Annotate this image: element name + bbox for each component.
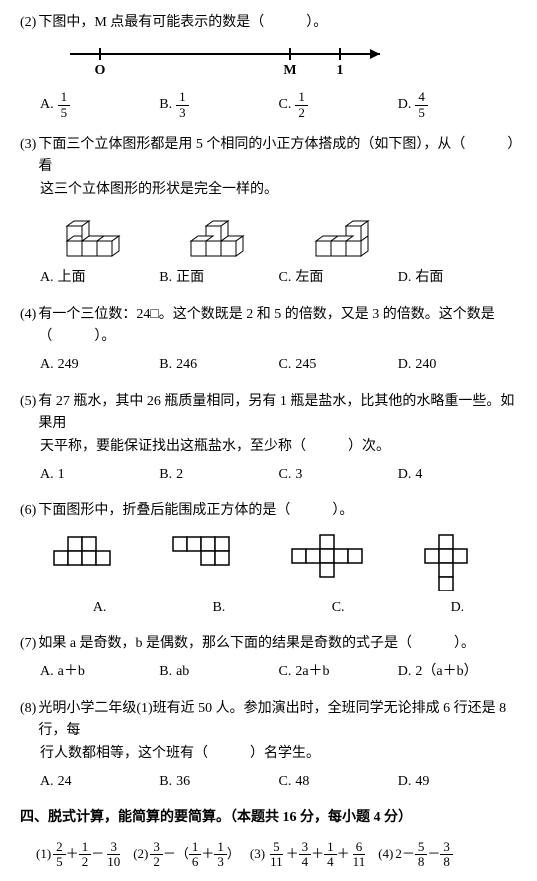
numberline-svg: O M 1 xyxy=(60,42,400,82)
q3-figures xyxy=(20,211,517,261)
q2-opt-d: D.45 xyxy=(398,90,517,120)
q5-opt-a: A.1 xyxy=(40,464,159,486)
question-6: (6)下面图形中，折叠后能围成正方体的是（ ）。 A. B. C. D. xyxy=(20,500,517,619)
svg-text:M: M xyxy=(283,63,296,78)
q4-options: A.249 B.246 C.245 D.240 xyxy=(20,354,517,376)
net-b xyxy=(169,533,249,577)
question-8: (8)光明小学二年级(1)班有近 50 人。参加演出时，全班同学无论排成 6 行… xyxy=(20,698,517,794)
q8-opt-b: B.36 xyxy=(159,771,278,793)
q4-opt-c: C.245 xyxy=(279,354,398,376)
q6-options: A. B. C. D. xyxy=(20,597,517,619)
q3-opt-c: C.左面 xyxy=(279,267,398,289)
q7-options: A.a＋b B.ab C.2a＋b D.2（a＋b） xyxy=(20,661,517,683)
q8-options: A.24 B.36 C.48 D.49 xyxy=(20,771,517,793)
question-4: (4)有一个三位数：24□。这个数既是 2 和 5 的倍数，又是 3 的倍数。这… xyxy=(20,304,517,377)
section-4-title: 四、脱式计算，能简算的要简算。（本题共 16 分，每小题 4 分） xyxy=(20,807,517,829)
svg-text:1: 1 xyxy=(337,63,344,78)
net-c xyxy=(288,533,368,591)
q3-options: A.上面 B.正面 C.左面 D.右面 xyxy=(20,267,517,289)
cube-fig-2 xyxy=(186,211,246,261)
q6-figures xyxy=(20,533,517,591)
expressions: (1) 25 ＋ 12 － 310 (2) 32 －（ 16 ＋ 13 ） (3… xyxy=(20,840,517,870)
question-5: (5)有 27 瓶水，其中 26 瓶质量相同，另有 1 瓶是盐水，比其他的水略重… xyxy=(20,391,517,487)
q7-opt-a: A.a＋b xyxy=(40,661,159,683)
q4-opt-a: A.249 xyxy=(40,354,159,376)
net-d xyxy=(407,533,487,591)
q6-opt-b: B. xyxy=(159,597,278,619)
q5-opt-d: D.4 xyxy=(398,464,517,486)
q2-num: (2) xyxy=(20,12,36,34)
q6-opt-c: C. xyxy=(279,597,398,619)
expr-4: (4) 2－ 58 － 38 xyxy=(378,840,453,870)
question-3: (3)下面三个立体图形都是用 5 个相同的小正方体搭成的（如下图），从（ ）看 … xyxy=(20,134,517,290)
q7-opt-b: B.ab xyxy=(159,661,278,683)
expr-3: (3) 511 ＋ 34 ＋ 14 ＋ 611 xyxy=(250,840,368,870)
question-7: (7)如果 a 是奇数，b 是偶数，那么下面的结果是奇数的式子是（ ）。 A.a… xyxy=(20,633,517,684)
cube-fig-3 xyxy=(311,211,371,261)
numberline-figure: O M 1 xyxy=(60,42,517,82)
q6-opt-d: D. xyxy=(398,597,517,619)
q5-opt-c: C.3 xyxy=(279,464,398,486)
cube-fig-1 xyxy=(62,211,122,261)
expr-2: (2) 32 －（ 16 ＋ 13 ） xyxy=(133,840,240,870)
q8-opt-c: C.48 xyxy=(279,771,398,793)
expr-1: (1) 25 ＋ 12 － 310 xyxy=(36,840,123,870)
q7-opt-d: D.2（a＋b） xyxy=(398,661,517,683)
q4-opt-b: B.246 xyxy=(159,354,278,376)
q2-opt-c: C.12 xyxy=(279,90,398,120)
q4-opt-d: D.240 xyxy=(398,354,517,376)
q2-opt-a: A.15 xyxy=(40,90,159,120)
q2-options: A.15 B.13 C.12 D.45 xyxy=(20,90,517,120)
q3-opt-d: D.右面 xyxy=(398,267,517,289)
q2-opt-b: B.13 xyxy=(159,90,278,120)
q5-options: A.1 B.2 C.3 D.4 xyxy=(20,464,517,486)
q8-opt-a: A.24 xyxy=(40,771,159,793)
q7-opt-c: C.2a＋b xyxy=(279,661,398,683)
q3-opt-a: A.上面 xyxy=(40,267,159,289)
q8-opt-d: D.49 xyxy=(398,771,517,793)
question-2: (2) 下图中，M 点最有可能表示的数是（ ）。 O M 1 A.15 B.13… xyxy=(20,12,517,120)
q5-opt-b: B.2 xyxy=(159,464,278,486)
svg-text:O: O xyxy=(95,63,106,78)
net-a xyxy=(50,533,130,577)
q3-opt-b: B.正面 xyxy=(159,267,278,289)
q2-text: 下图中，M 点最有可能表示的数是（ ）。 xyxy=(38,12,327,34)
q6-opt-a: A. xyxy=(40,597,159,619)
